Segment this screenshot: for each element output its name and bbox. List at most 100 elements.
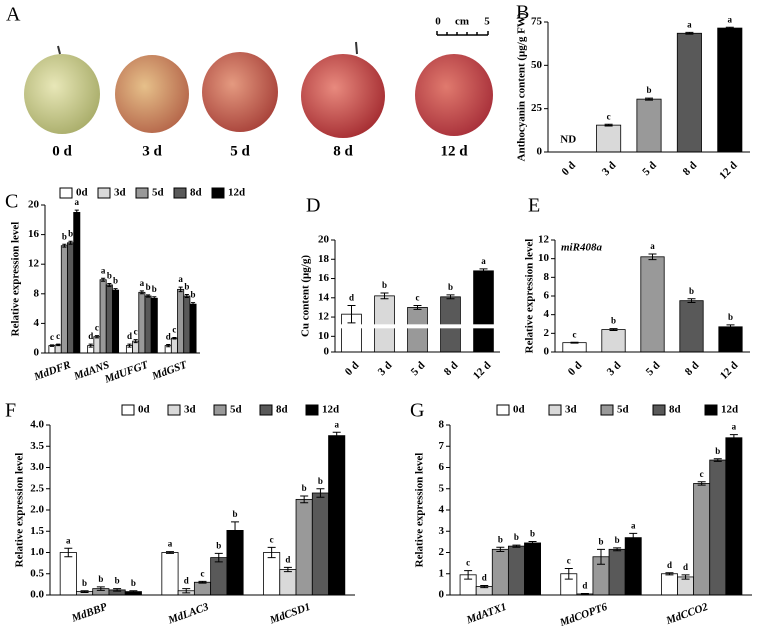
- y-tick-label: 2.0: [30, 504, 44, 516]
- y-tick-label: 6: [544, 290, 550, 302]
- bar: [93, 336, 101, 354]
- error-bar: [726, 324, 735, 330]
- bar: [709, 459, 727, 596]
- significance-letter: a: [101, 265, 106, 275]
- bar: [491, 548, 509, 596]
- error-bar: [80, 590, 89, 593]
- panel-label: F: [5, 400, 16, 422]
- error-bar: [613, 547, 622, 552]
- axes: [49, 425, 355, 596]
- error-bar: [172, 336, 177, 340]
- y-axis-label: Cu content (μg/g): [300, 255, 312, 337]
- bar: [177, 288, 185, 354]
- significance-letter: c: [172, 325, 176, 335]
- x-tick-label: 3 d: [605, 359, 624, 378]
- scale-unit: cm: [455, 16, 469, 28]
- error-bar: [570, 341, 579, 344]
- x-tick-label: 8 d: [683, 359, 702, 378]
- significance-letter: a: [178, 274, 183, 284]
- error-bar: [96, 586, 105, 591]
- significance-letter: a: [481, 256, 486, 266]
- significance-letter: b: [62, 231, 67, 241]
- y-tick-label: 16: [318, 272, 330, 284]
- significance-letter: a: [631, 520, 636, 530]
- legend-swatch: [652, 404, 666, 416]
- bar: [725, 437, 743, 596]
- x-tick-label: 5 d: [644, 359, 663, 378]
- scale-end: 5: [484, 16, 490, 28]
- error-bar: [74, 209, 79, 216]
- bar: [374, 295, 395, 353]
- error-bar: [604, 123, 613, 127]
- annotation: miR408a: [561, 242, 602, 254]
- error-bar: [496, 546, 505, 552]
- bar: [189, 303, 197, 354]
- y-tick-label: 0: [34, 347, 40, 359]
- x-tick-label: 12 d: [471, 359, 494, 382]
- x-tick-label: 3 d: [376, 359, 395, 378]
- bar: [608, 548, 626, 596]
- x-tick-label: 5 d: [640, 159, 659, 178]
- y-axis-label: Relative expression level: [524, 239, 536, 354]
- error-bar: [113, 288, 118, 293]
- error-bar: [580, 593, 589, 595]
- legend-swatch: [213, 404, 227, 416]
- bar: [59, 552, 77, 596]
- stem: [355, 41, 358, 55]
- error-bar: [101, 277, 106, 282]
- apple: [415, 54, 493, 136]
- y-axis-label: Relative expression level: [10, 222, 22, 337]
- axes: [44, 205, 200, 354]
- bar: [407, 307, 428, 353]
- legend-label: 12d: [228, 187, 245, 199]
- legend-label: 8d: [190, 187, 202, 199]
- significance-letter: b: [107, 271, 112, 281]
- error-bar: [107, 282, 112, 287]
- bar: [67, 242, 75, 354]
- y-tick-label: 7: [439, 440, 445, 452]
- y-tick-label: 0.0: [30, 589, 44, 601]
- y-tick-label: 1: [439, 567, 445, 579]
- error-bar: [300, 495, 309, 504]
- bar: [105, 284, 113, 354]
- legend-label: 0d: [76, 187, 88, 199]
- panel-label: A: [6, 4, 21, 26]
- error-bar: [283, 566, 292, 573]
- photo-panel: A 0 d 3 d 5 d 8 d 12 d 0 cm 5: [6, 4, 493, 159]
- y-tick-label: 0: [537, 146, 543, 158]
- error-bar: [178, 286, 183, 293]
- y-axis-label: Relative expression level: [414, 453, 426, 568]
- significance-letter: d: [349, 293, 354, 303]
- y-tick-label: 4: [544, 308, 550, 320]
- significance-letter: b: [216, 540, 221, 550]
- significance-letter: b: [146, 282, 151, 292]
- error-bar: [127, 343, 132, 348]
- y-tick-label: 20: [28, 199, 40, 211]
- y-tick-label: 1.5: [30, 525, 44, 537]
- legend-swatch: [259, 404, 273, 416]
- error-bar: [528, 540, 537, 545]
- y-tick-label: 3.0: [30, 461, 44, 473]
- error-bar: [446, 294, 455, 300]
- error-bar: [182, 588, 191, 594]
- x-tick-label: 5 d: [409, 359, 428, 378]
- y-tick-label: 3: [439, 525, 445, 537]
- legend-label: 3d: [184, 404, 196, 416]
- bar: [210, 557, 228, 596]
- legend-swatch: [167, 404, 181, 416]
- significance-letter: c: [270, 534, 274, 544]
- apple: [115, 55, 189, 133]
- y-tick-label: 8: [34, 287, 40, 299]
- axis-break: [332, 324, 500, 329]
- apple: [202, 52, 278, 132]
- error-bar: [129, 590, 138, 593]
- significance-letter: b: [113, 276, 118, 286]
- bar: [112, 289, 120, 354]
- y-tick-label: 2: [544, 327, 550, 339]
- axes: [547, 22, 750, 153]
- significance-letter: b: [498, 534, 503, 544]
- significance-letter: d: [184, 576, 189, 586]
- significance-letter: c: [50, 332, 54, 342]
- significance-letter: b: [728, 312, 733, 322]
